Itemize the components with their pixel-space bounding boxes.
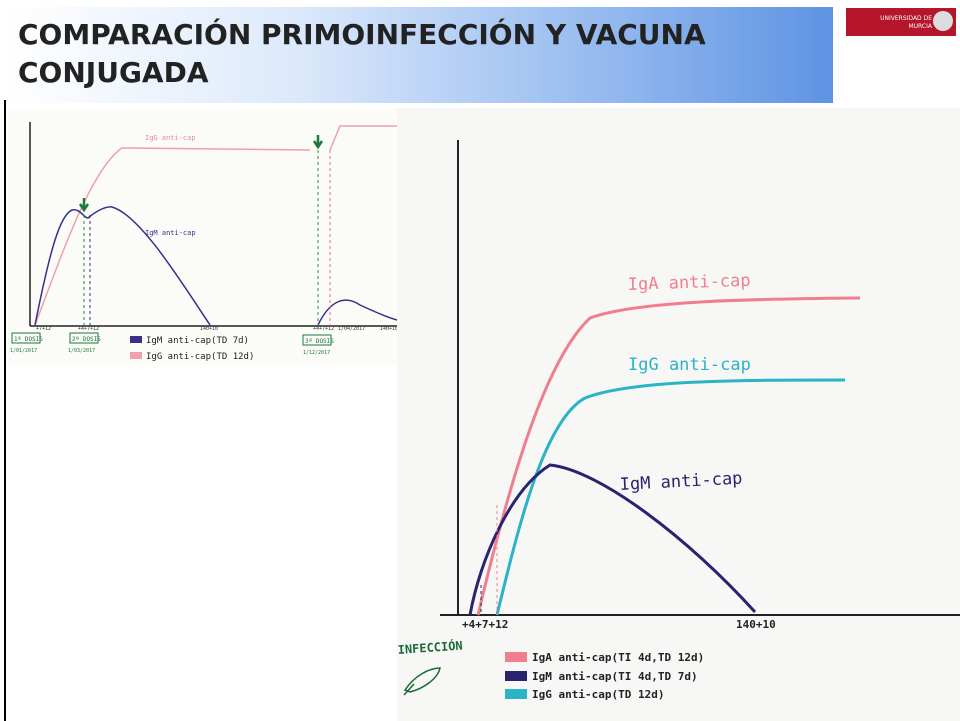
curve-label: IgM anti-cap <box>145 229 196 237</box>
x-label: +7+12 <box>36 326 51 332</box>
dose-label: 2ª DOSIS <box>72 336 101 343</box>
border <box>4 100 6 721</box>
dose-date: 1/01/2017 <box>10 348 37 354</box>
x-label: +4+7+12 <box>78 326 99 332</box>
legend-label: IgA anti-cap(TI 4d,TD 12d) <box>532 651 704 664</box>
dose-label: 1ª DOSIS <box>14 336 43 343</box>
dose-date: 1/12/2017 <box>303 350 330 356</box>
event-label: INFECCIÓN <box>397 637 463 656</box>
curve-label: IgG anti-cap <box>628 355 751 375</box>
curve-label: IgG anti-cap <box>145 134 196 142</box>
x-label: +4+7+12 <box>313 326 334 332</box>
x-label: +4+7+12 <box>462 618 508 631</box>
x-label: 1/04/2017 <box>338 326 365 332</box>
dose-date: 1/03/2017 <box>68 348 95 354</box>
legend-label: IgG anti-cap(TD 12d) <box>146 352 254 362</box>
right-chart: IgA anti-cap IgG anti-cap IgM anti-cap +… <box>397 108 960 721</box>
x-label: 140+10 <box>736 618 776 631</box>
title: COMPARACIÓN PRIMOINFECCIÓN Y VACUNA CONJ… <box>18 18 706 89</box>
title-banner: COMPARACIÓN PRIMOINFECCIÓN Y VACUNA CONJ… <box>8 7 833 103</box>
logo: UNIVERSIDAD DE MURCIA <box>846 8 956 36</box>
legend-label: IgM anti-cap(TD 7d) <box>146 336 249 346</box>
legend-label: IgM anti-cap(TI 4d,TD 7d) <box>532 670 698 683</box>
dose-label: 3ª DOSIS <box>305 338 334 345</box>
left-chart: IgG anti-cap IgM anti-cap +7+12 +4+7+12 … <box>8 108 398 365</box>
legend-label: IgG anti-cap(TD 12d) <box>532 688 664 701</box>
curve-label: IgA anti-cap <box>627 271 750 295</box>
x-label: 140+10 <box>380 326 398 332</box>
logo-text: UNIVERSIDAD DE MURCIA <box>880 15 932 30</box>
x-label: 140+10 <box>200 326 218 332</box>
